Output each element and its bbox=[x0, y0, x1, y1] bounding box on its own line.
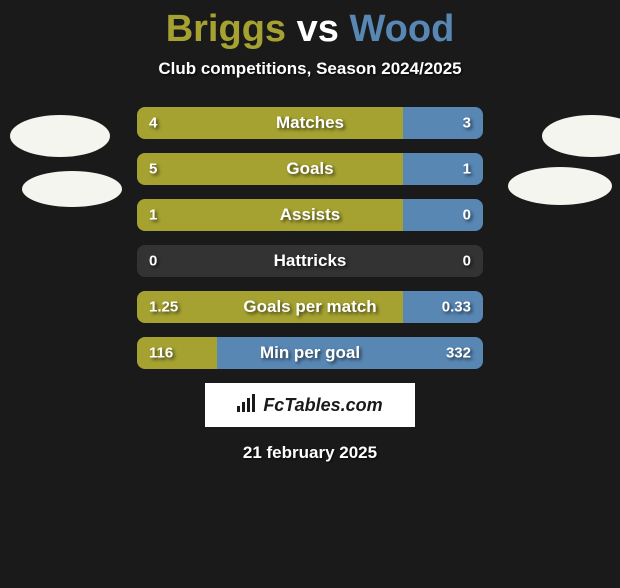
bar-value-right: 332 bbox=[446, 345, 471, 362]
bar-value-left: 1 bbox=[149, 207, 157, 224]
bar-row-hattricks: 0 Hattricks 0 bbox=[137, 245, 483, 277]
bar-fill-left bbox=[137, 153, 403, 185]
bar-row-assists: 1 Assists 0 bbox=[137, 199, 483, 231]
bar-value-right: 0 bbox=[463, 253, 471, 270]
bar-row-goals-per-match: 1.25 Goals per match 0.33 bbox=[137, 291, 483, 323]
bar-fill-right bbox=[403, 199, 483, 231]
bar-label: Matches bbox=[276, 113, 344, 133]
footer-logo: FcTables.com bbox=[205, 383, 415, 427]
chart-area: 4 Matches 3 5 Goals 1 1 Assists 0 bbox=[0, 107, 620, 369]
bar-fill-left bbox=[137, 199, 403, 231]
player1-avatar-bottom bbox=[22, 171, 122, 207]
bar-value-right: 1 bbox=[463, 161, 471, 178]
player2-avatar-top bbox=[542, 115, 620, 157]
player1-avatar-top bbox=[10, 115, 110, 157]
comparison-container: Briggs vs Wood Club competitions, Season… bbox=[0, 8, 620, 463]
bar-value-right: 3 bbox=[463, 115, 471, 132]
bar-label: Hattricks bbox=[274, 251, 347, 271]
footer-logo-text: FcTables.com bbox=[263, 395, 382, 416]
bar-label: Goals bbox=[286, 159, 333, 179]
bar-value-left: 5 bbox=[149, 161, 157, 178]
footer-date: 21 february 2025 bbox=[0, 443, 620, 463]
bar-value-right: 0.33 bbox=[442, 299, 471, 316]
bars-container: 4 Matches 3 5 Goals 1 1 Assists 0 bbox=[137, 107, 483, 369]
bar-value-left: 4 bbox=[149, 115, 157, 132]
chart-icon bbox=[237, 394, 257, 417]
bar-label: Assists bbox=[280, 205, 340, 225]
bar-value-left: 1.25 bbox=[149, 299, 178, 316]
bar-fill-right bbox=[403, 107, 483, 139]
title-vs: vs bbox=[297, 8, 339, 50]
bar-fill-left bbox=[137, 107, 403, 139]
bar-value-left: 116 bbox=[149, 345, 173, 362]
subtitle: Club competitions, Season 2024/2025 bbox=[0, 59, 620, 79]
title-player1: Briggs bbox=[166, 8, 286, 50]
bar-label: Goals per match bbox=[243, 297, 376, 317]
player2-avatar-bottom bbox=[508, 167, 612, 205]
bar-label: Min per goal bbox=[260, 343, 360, 363]
title-player2: Wood bbox=[349, 8, 454, 50]
bar-value-right: 0 bbox=[463, 207, 471, 224]
bar-row-goals: 5 Goals 1 bbox=[137, 153, 483, 185]
bar-value-left: 0 bbox=[149, 253, 157, 270]
bar-row-min-per-goal: 116 Min per goal 332 bbox=[137, 337, 483, 369]
page-title: Briggs vs Wood bbox=[0, 8, 620, 51]
bar-row-matches: 4 Matches 3 bbox=[137, 107, 483, 139]
bar-fill-right bbox=[403, 153, 483, 185]
